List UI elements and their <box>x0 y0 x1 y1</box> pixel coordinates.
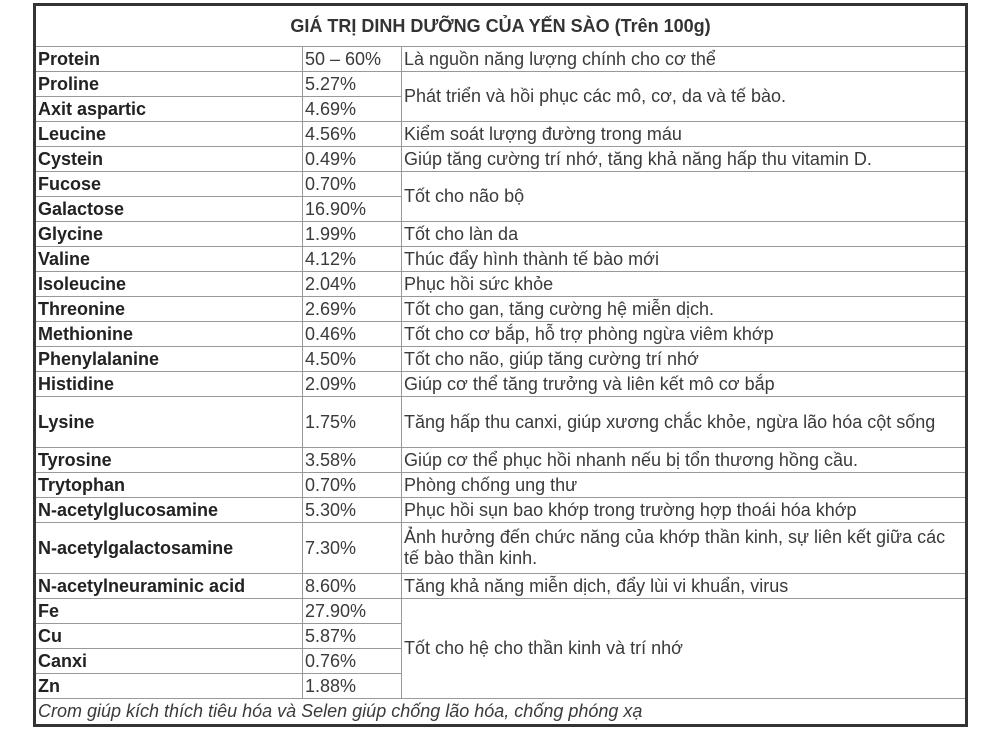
nutrient-name: Histidine <box>34 371 303 397</box>
nutrient-benefit: Kiểm soát lượng đường trong máu <box>401 121 967 147</box>
nutrient-name: Cystein <box>34 146 303 172</box>
footer-row: Crom giúp kích thích tiêu hóa và Selen g… <box>34 698 967 726</box>
nutrient-name: Valine <box>34 246 303 272</box>
table-row: Threonine 2.69% Tốt cho gan, tăng cường hệ… <box>34 296 967 322</box>
table-row: Lysine 1.75% Tăng hấp thu canxi, giúp xươn… <box>34 396 967 448</box>
table-row: Protein 50 – 60% Là nguồn năng lượng chính… <box>34 46 967 72</box>
nutrient-name: Leucine <box>34 121 303 147</box>
nutrient-name: Canxi <box>34 648 303 674</box>
nutrient-value: 4.50% <box>302 346 402 372</box>
nutrient-benefit: Tốt cho hệ cho thần kinh và trí nhớ <box>401 598 967 699</box>
nutrient-name: Zn <box>34 673 303 699</box>
nutrient-value: 5.27% <box>302 71 402 97</box>
footer-note: Crom giúp kích thích tiêu hóa và Selen g… <box>34 698 967 726</box>
nutrient-value: 50 – 60% <box>302 46 402 72</box>
table-row: Cystein 0.49% Giúp tăng cường trí nhớ, tăn… <box>34 146 967 172</box>
table-row: N-acetylglucosamine 5.30% Phục hồi sụn bao… <box>34 497 967 523</box>
nutrient-benefit: Tốt cho làn da <box>401 221 967 247</box>
table-row: Fucose 0.70% Tốt cho não bộ <box>34 171 967 222</box>
nutrient-name: Proline <box>34 71 303 97</box>
table-row: Phenylalanine 4.50% Tốt cho não, giúp tăng… <box>34 346 967 372</box>
nutrient-name: Cu <box>34 623 303 649</box>
nutrient-benefit: Phát triển và hồi phục các mô, cơ, da và… <box>401 71 967 122</box>
nutrient-name: Fe <box>34 598 303 624</box>
table-row: Trytophan 0.70% Phòng chống ung thư <box>34 472 967 498</box>
nutrient-value: 2.69% <box>302 296 402 322</box>
nutrient-name: Phenylalanine <box>34 346 303 372</box>
table-row: Leucine 4.56% Kiểm soát lượng đường trong … <box>34 121 967 147</box>
nutrient-name: N-acetylneuraminic acid <box>34 573 303 599</box>
nutrient-value: 0.76% <box>302 648 402 674</box>
nutrient-value: 3.58% <box>302 447 402 473</box>
nutrient-benefit: Tăng hấp thu canxi, giúp xương chắc khỏe… <box>401 396 967 448</box>
table-row: Histidine 2.09% Giúp cơ thể tăng trưởng và… <box>34 371 967 397</box>
table-title: GIÁ TRỊ DINH DƯỠNG CỦA YẾN SÀO (Trên 100… <box>34 4 967 47</box>
nutrient-value: 1.99% <box>302 221 402 247</box>
nutrient-name: Fucose <box>34 171 303 197</box>
nutrient-value: 16.90% <box>302 196 402 222</box>
nutrient-value: 8.60% <box>302 573 402 599</box>
table-row: Proline 5.27% Phát triển và hồi phục các m… <box>34 71 967 122</box>
nutrient-value: 1.88% <box>302 673 402 699</box>
nutrient-benefit: Tốt cho não bộ <box>401 171 967 222</box>
nutrient-value: 7.30% <box>302 522 402 574</box>
nutrient-value: 1.75% <box>302 396 402 448</box>
nutrient-name: Axit aspartic <box>34 96 303 122</box>
nutrient-value: 4.69% <box>302 96 402 122</box>
nutrient-value: 4.56% <box>302 121 402 147</box>
table-row: Fe 27.90% Tốt cho hệ cho thần kinh và trí … <box>34 598 967 699</box>
table-row: N-acetylgalactosamine 7.30% Ảnh hưởng đến … <box>34 522 967 574</box>
nutrient-value: 5.87% <box>302 623 402 649</box>
nutrient-value: 0.70% <box>302 171 402 197</box>
table-row: Methionine 0.46% Tốt cho cơ bắp, hỗ trợ ph… <box>34 321 967 347</box>
nutrient-benefit: Giúp cơ thể tăng trưởng và liên kết mô c… <box>401 371 967 397</box>
table-row: Glycine 1.99% Tốt cho làn da <box>34 221 967 247</box>
nutrient-benefit: Thúc đẩy hình thành tế bào mới <box>401 246 967 272</box>
nutrient-name: Galactose <box>34 196 303 222</box>
nutrient-value: 0.70% <box>302 472 402 498</box>
nutrient-benefit: Tốt cho não, giúp tăng cường trí nhớ <box>401 346 967 372</box>
title-row: GIÁ TRỊ DINH DƯỠNG CỦA YẾN SÀO (Trên 100… <box>34 4 967 47</box>
nutrient-name: Threonine <box>34 296 303 322</box>
table-row: Canxi 0.76% <box>34 648 967 674</box>
nutrient-benefit: Giúp cơ thể phục hồi nhanh nếu bị tổn th… <box>401 447 967 473</box>
nutrient-benefit: Phục hồi sức khỏe <box>401 271 967 297</box>
table-row: Isoleucine 2.04% Phục hồi sức khỏe <box>34 271 967 297</box>
nutrient-value: 0.46% <box>302 321 402 347</box>
table-row: Zn 1.88% <box>34 673 967 699</box>
nutrient-name: N-acetylgalactosamine <box>34 522 303 574</box>
nutrient-name: Isoleucine <box>34 271 303 297</box>
nutrient-value: 4.12% <box>302 246 402 272</box>
nutrient-benefit: Phòng chống ung thư <box>401 472 967 498</box>
nutrient-value: 0.49% <box>302 146 402 172</box>
nutrient-benefit: Là nguồn năng lượng chính cho cơ thể <box>401 46 967 72</box>
nutrient-benefit: Tăng khả năng miễn dịch, đẩy lùi vi khuẩ… <box>401 573 967 599</box>
nutrient-value: 27.90% <box>302 598 402 624</box>
nutrient-name: Glycine <box>34 221 303 247</box>
table-row: Tyrosine 3.58% Giúp cơ thể phục hồi nhanh … <box>34 447 967 473</box>
table-row: Axit aspartic 4.69% <box>34 96 967 122</box>
table-row: Valine 4.12% Thúc đẩy hình thành tế bào mớ… <box>34 246 967 272</box>
nutrient-name: Tyrosine <box>34 447 303 473</box>
nutrient-benefit: Tốt cho cơ bắp, hỗ trợ phòng ngừa viêm k… <box>401 321 967 347</box>
nutrient-name: Lysine <box>34 396 303 448</box>
nutrient-benefit: Ảnh hưởng đến chức năng của khớp thần ki… <box>401 522 967 574</box>
nutrient-benefit: Giúp tăng cường trí nhớ, tăng khả năng h… <box>401 146 967 172</box>
nutrient-benefit: Phục hồi sụn bao khớp trong trường hợp t… <box>401 497 967 523</box>
table-row: N-acetylneuraminic acid 8.60% Tăng khả năn… <box>34 573 967 599</box>
nutrition-table: GIÁ TRỊ DINH DƯỠNG CỦA YẾN SÀO (Trên 100… <box>33 3 968 727</box>
nutrient-value: 5.30% <box>302 497 402 523</box>
nutrient-benefit: Tốt cho gan, tăng cường hệ miễn dịch. <box>401 296 967 322</box>
nutrient-value: 2.09% <box>302 371 402 397</box>
nutrient-name: Protein <box>34 46 303 72</box>
nutrient-name: Methionine <box>34 321 303 347</box>
nutrient-value: 2.04% <box>302 271 402 297</box>
nutrient-name: Trytophan <box>34 472 303 498</box>
nutrient-name: N-acetylglucosamine <box>34 497 303 523</box>
table-row: Cu 5.87% <box>34 623 967 649</box>
